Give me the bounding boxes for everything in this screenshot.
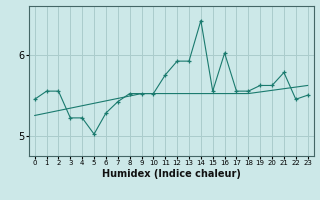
X-axis label: Humidex (Indice chaleur): Humidex (Indice chaleur) <box>102 169 241 179</box>
